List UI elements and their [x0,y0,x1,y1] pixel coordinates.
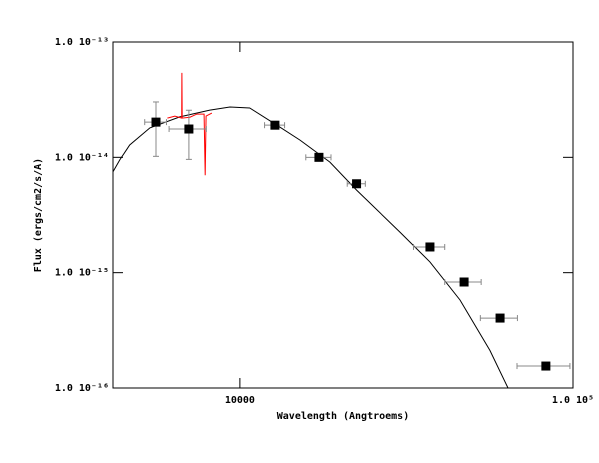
y-tick-label: 1.0 10⁻¹⁵ [55,268,109,279]
y-tick-label: 1.0 10⁻¹⁴ [55,152,109,163]
x-axis-label: Wavelength (Angtroems) [277,411,409,422]
spectrum-line [167,72,213,176]
y-tick-label: 1.0 10⁻¹⁶ [55,383,109,394]
data-point [495,313,505,323]
model-curve [112,106,509,389]
data-point [541,361,551,371]
y-tick-label: 1.0 10⁻¹³ [55,37,109,48]
data-point [352,179,362,189]
data-point [270,120,280,130]
data-point [151,117,161,127]
x-tick-label: 1.0 10⁵ [552,395,594,406]
x-tick-label: 10000 [225,395,255,406]
data-point [459,277,469,287]
data-point [314,152,324,162]
plot-frame [112,41,574,389]
y-axis-label: Flux (ergs/cm2/s/A) [33,158,44,272]
data-point [184,124,194,134]
data-point [425,242,435,252]
